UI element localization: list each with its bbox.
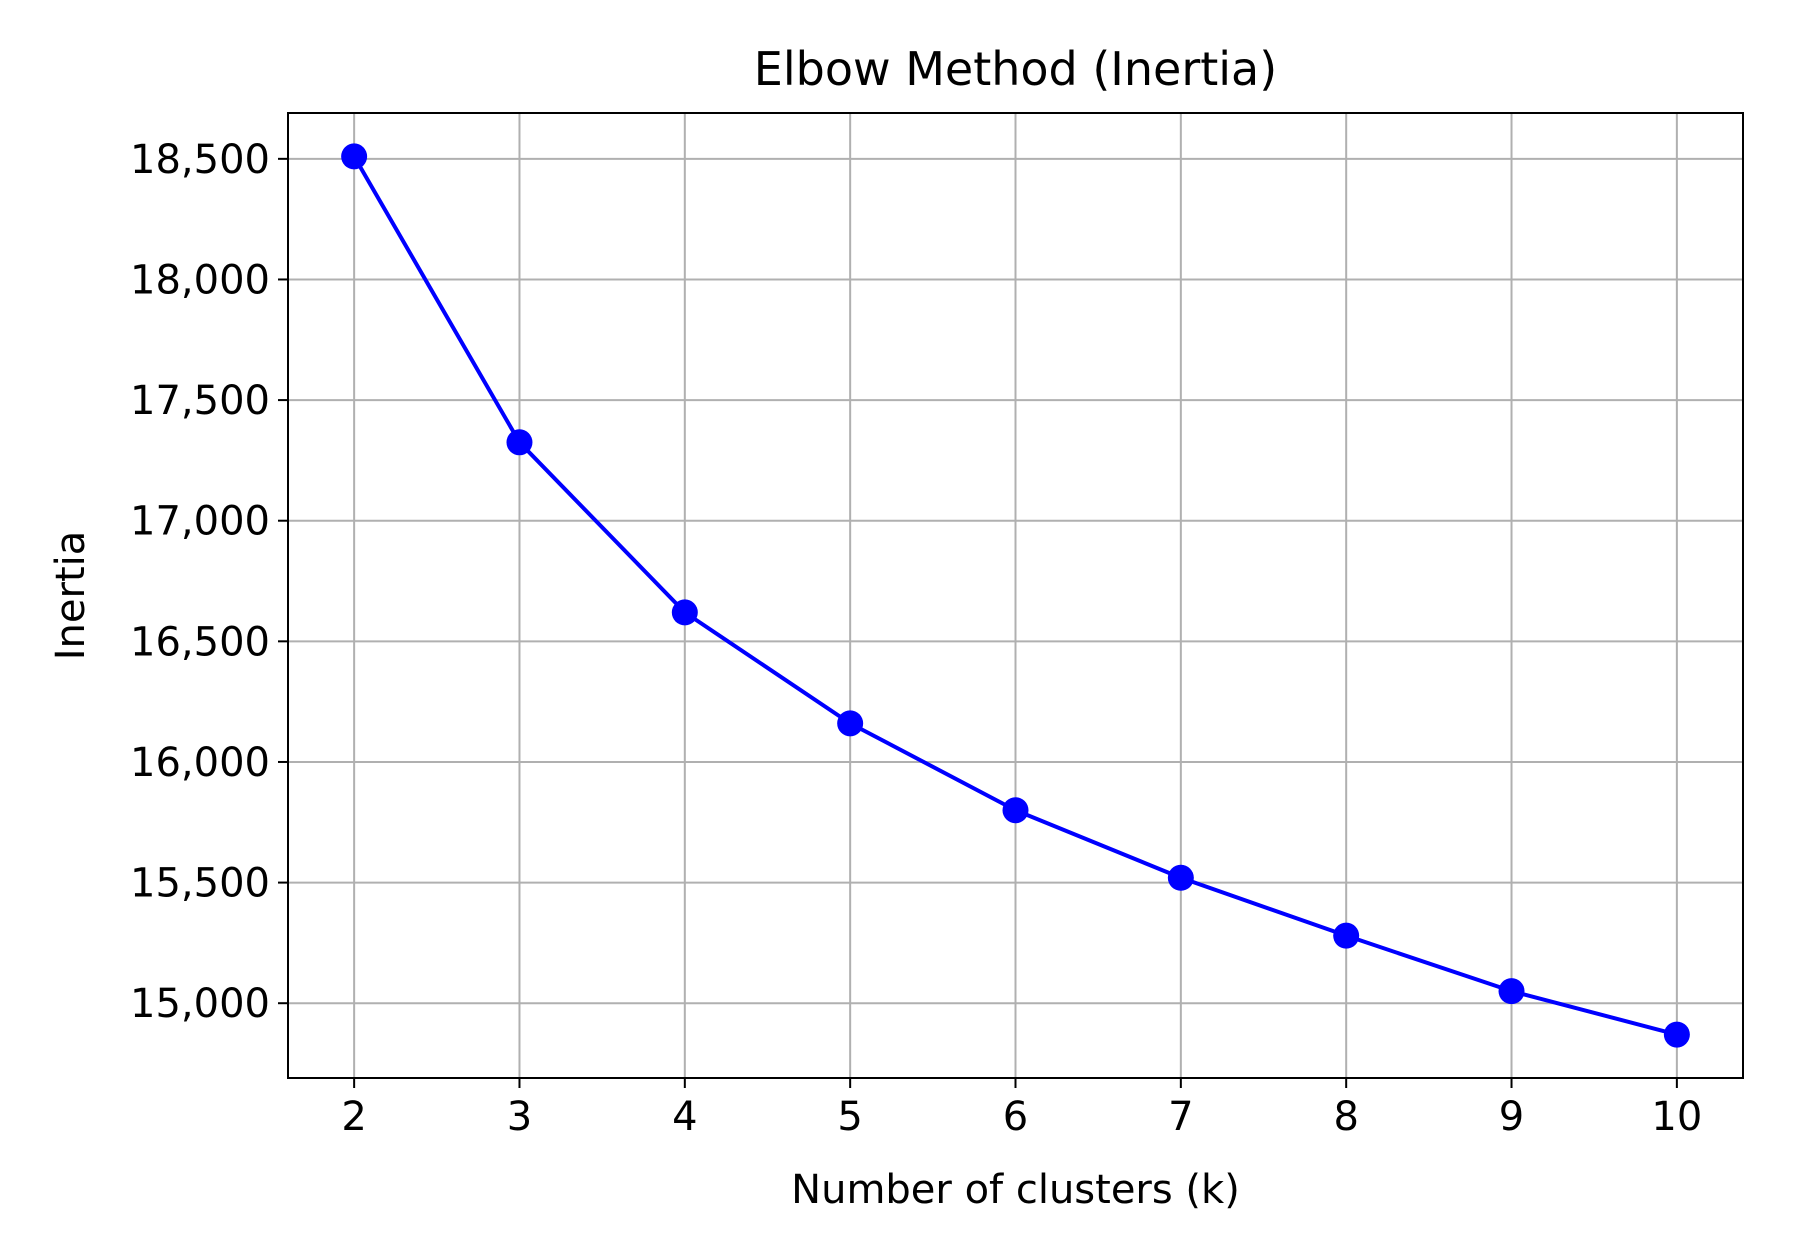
x-tick-label: 5 (837, 1094, 862, 1140)
y-tick-label: 17,500 (130, 378, 270, 424)
data-point-marker (1167, 864, 1194, 891)
axis-ticks: 2 3 4 5 6 7 8 9 10 15,000 15,500 16,000 16,500 17,000… (130, 137, 1702, 1140)
data-point-marker (1498, 978, 1525, 1005)
data-point-marker (506, 429, 533, 456)
grid-lines (288, 113, 1743, 1078)
x-tick-label: 10 (1651, 1094, 1702, 1140)
y-tick-label: 15,500 (130, 861, 270, 907)
y-tick-label: 16,000 (130, 740, 270, 786)
y-axis-label: Inertia (48, 531, 94, 661)
x-tick-label: 8 (1333, 1094, 1358, 1140)
x-tick-label: 3 (507, 1094, 532, 1140)
data-point-marker (1663, 1021, 1690, 1048)
y-tick-label: 15,000 (130, 981, 270, 1027)
data-point-marker (341, 143, 368, 170)
x-tick-label: 4 (672, 1094, 697, 1140)
y-tick-label: 16,500 (130, 619, 270, 665)
data-point-marker (1002, 797, 1029, 824)
x-tick-label: 7 (1168, 1094, 1193, 1140)
chart-title: Elbow Method (Inertia) (754, 42, 1277, 96)
x-tick-label: 9 (1499, 1094, 1524, 1140)
data-point-marker (1333, 922, 1360, 949)
y-tick-label: 18,500 (130, 137, 270, 183)
data-point-marker (671, 599, 698, 626)
y-tick-label: 17,000 (130, 499, 270, 545)
data-series (341, 143, 1690, 1048)
y-tick-label: 18,000 (130, 257, 270, 303)
x-axis-label: Number of clusters (k) (791, 1167, 1240, 1213)
data-point-marker (837, 710, 864, 737)
x-tick-label: 2 (341, 1094, 366, 1140)
x-tick-label: 6 (1003, 1094, 1028, 1140)
